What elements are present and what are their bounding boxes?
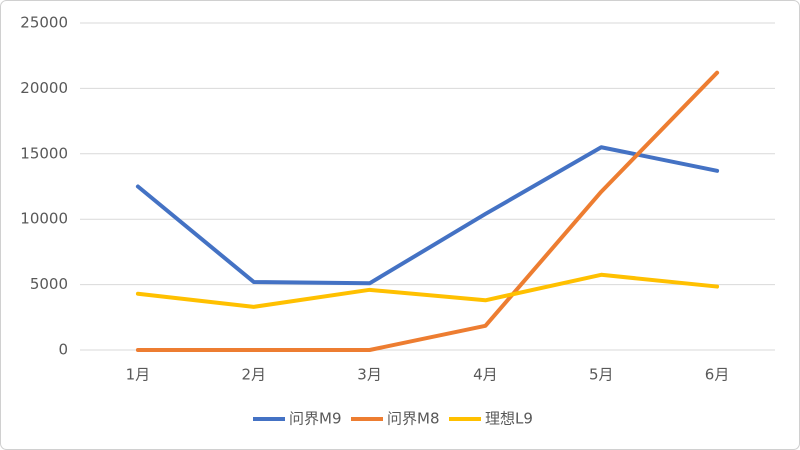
y-tick-label: 20000 <box>20 79 68 97</box>
y-tick-label: 10000 <box>20 210 68 228</box>
y-tick-label: 5000 <box>30 275 68 293</box>
legend-label: 理想L9 <box>485 410 533 428</box>
x-tick-label: 2月 <box>241 366 266 384</box>
x-tick-label: 4月 <box>473 366 498 384</box>
legend-label: 问界M9 <box>289 410 342 428</box>
y-tick-label: 0 <box>58 341 68 359</box>
x-tick-label: 1月 <box>126 366 151 384</box>
x-tick-label: 3月 <box>357 366 382 384</box>
legend-label: 问界M8 <box>387 410 440 428</box>
x-tick-label: 6月 <box>705 366 730 384</box>
y-tick-label: 15000 <box>20 144 68 162</box>
data-line <box>135 272 720 309</box>
data-line <box>135 145 720 286</box>
data-line <box>135 70 720 352</box>
x-tick-label: 5月 <box>589 366 614 384</box>
y-tick-label: 25000 <box>20 14 68 32</box>
